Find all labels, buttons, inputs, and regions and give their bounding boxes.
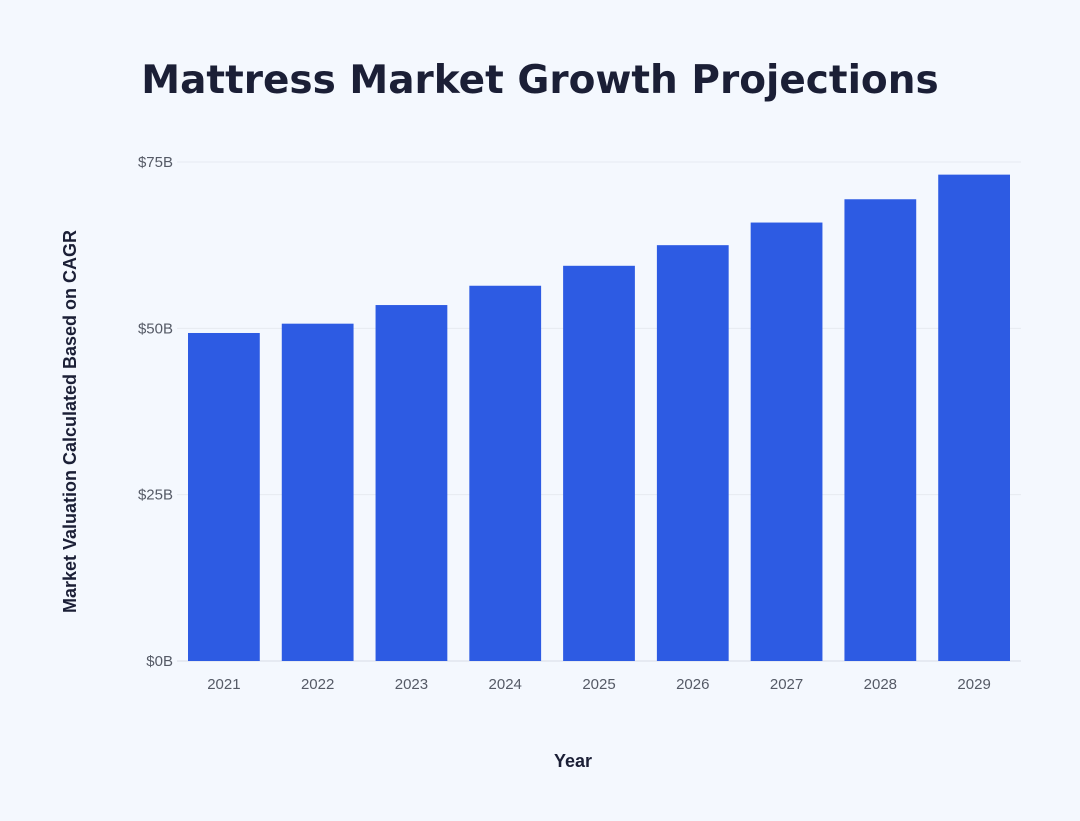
y-axis-title: Market Valuation Calculated Based on CAG… <box>60 230 80 613</box>
y-tick-label: $75B <box>138 154 173 171</box>
bar-2023 <box>375 305 448 661</box>
x-tick-label: 2022 <box>301 676 334 693</box>
bar-2021 <box>188 332 260 661</box>
x-tick-label: 2029 <box>957 676 990 693</box>
y-axis-ticks: $0B $25B $50B $75B <box>138 154 173 670</box>
y-tick-label: $25B <box>138 487 173 504</box>
x-tick-label: 2026 <box>676 676 709 693</box>
y-tick-label: $50B <box>138 320 173 337</box>
bar-2026 <box>656 245 729 661</box>
bar-2022 <box>281 323 354 661</box>
bar-2025 <box>563 265 635 661</box>
x-tick-label: 2028 <box>864 676 897 693</box>
bars <box>188 174 1010 661</box>
x-tick-label: 2024 <box>489 676 522 693</box>
x-axis-ticks: 2021 2022 2023 2024 2025 2026 2027 2028 2029 <box>207 676 991 693</box>
x-tick-label: 2021 <box>207 676 240 693</box>
x-tick-label: 2025 <box>582 676 615 693</box>
chart-title: Mattress Market Growth Projections <box>141 58 939 103</box>
x-tick-label: 2023 <box>395 676 428 693</box>
x-tick-label: 2027 <box>770 676 803 693</box>
y-tick-label: $0B <box>146 653 173 670</box>
bar-2024 <box>469 285 542 661</box>
x-axis-title: Year <box>554 751 592 771</box>
bar-2027 <box>750 222 823 661</box>
bar-2028 <box>844 199 917 661</box>
bar-2029 <box>938 174 1010 661</box>
